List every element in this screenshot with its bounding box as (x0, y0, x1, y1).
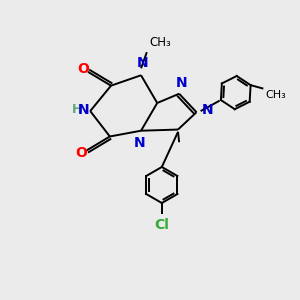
Text: O: O (77, 62, 89, 76)
Text: CH₃: CH₃ (149, 36, 171, 50)
Text: N: N (77, 103, 89, 117)
Text: N: N (202, 103, 213, 117)
Text: N: N (134, 136, 146, 150)
Text: CH₃: CH₃ (265, 91, 286, 100)
Text: N: N (176, 76, 187, 90)
Text: H: H (72, 103, 82, 116)
Text: O: O (76, 146, 88, 160)
Text: N: N (136, 56, 148, 70)
Text: Cl: Cl (154, 218, 169, 232)
